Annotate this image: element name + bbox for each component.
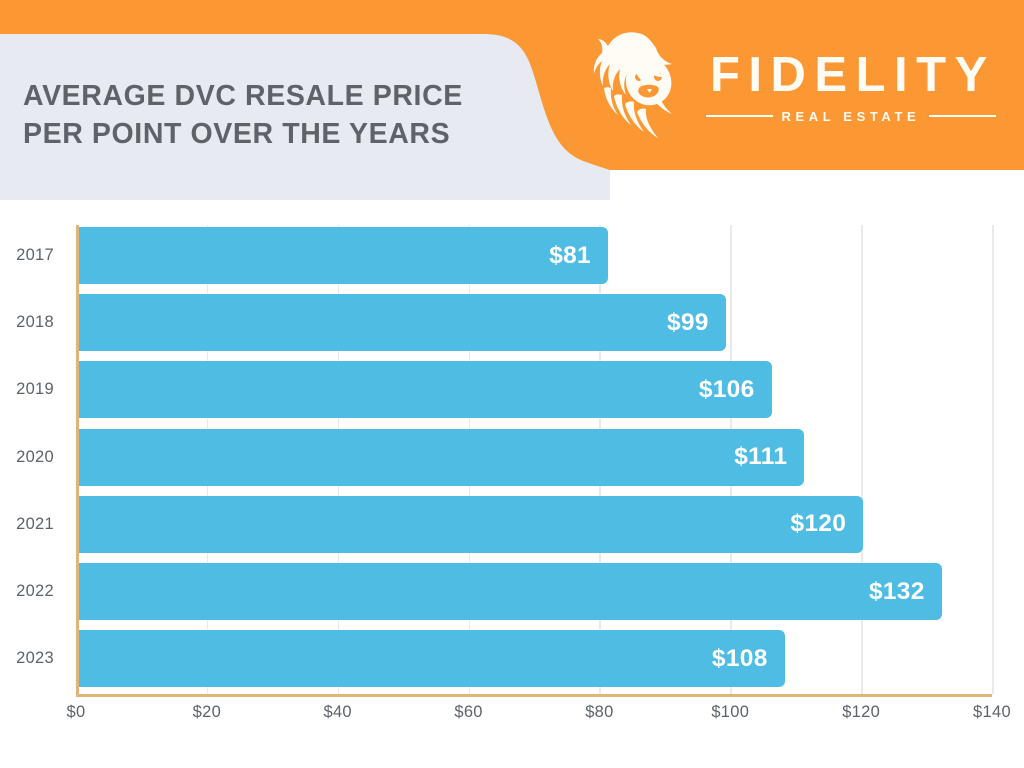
bar[interactable]: $132	[78, 563, 942, 620]
y-axis-label-2023: 2023	[16, 649, 54, 668]
bar[interactable]: $99	[78, 294, 726, 352]
bar-row: $106	[78, 361, 772, 419]
bar[interactable]: $81	[78, 227, 608, 284]
bar[interactable]: $111	[78, 428, 805, 486]
bar-value-label: $81	[549, 241, 591, 269]
bar-value-label: $99	[666, 308, 709, 336]
bar-chart-plot-area: $81 $99 $106 $111 $120 $132 $108	[76, 225, 994, 697]
y-axis-tick-labels: 2017 2018 2019 2020 2021 2022 2023	[0, 225, 68, 694]
bar[interactable]: $108	[78, 630, 785, 688]
bar-series: $81 $99 $106 $111 $120 $132 $108	[78, 225, 992, 694]
bar-row: $132	[78, 563, 942, 620]
y-axis-label-2021: 2021	[16, 514, 54, 533]
bar-row: $99	[78, 294, 726, 352]
bar-row: $108	[78, 630, 785, 688]
y-axis-label-2020: 2020	[16, 447, 54, 466]
bar[interactable]: $106	[78, 361, 772, 419]
x-axis-tick-labels: $0 $20 $40 $60 $80 $100 $120 $140	[0, 703, 1024, 733]
header-band: AVERAGE DVC RESALE PRICE PER POINT OVER …	[0, 0, 1024, 200]
bar-value-label: $111	[734, 443, 788, 471]
logo-name: FIDELITY	[710, 47, 996, 102]
y-axis-line	[76, 225, 79, 696]
bar-value-label: $108	[711, 644, 768, 672]
y-axis-label-2022: 2022	[16, 582, 54, 600]
y-axis-label-2017: 2017	[16, 246, 54, 264]
logo-wordmark: FIDELITY REAL ESTATE	[702, 47, 996, 124]
bar[interactable]: $120	[78, 495, 864, 553]
x-axis-line	[76, 694, 992, 697]
x-axis-label-6: $120	[842, 703, 881, 721]
gridline	[861, 225, 863, 694]
x-axis-label-0: $0	[66, 703, 86, 721]
x-axis-label-7: $140	[973, 703, 1011, 721]
logo-rule-right	[929, 115, 996, 117]
bar-value-label: $132	[868, 577, 925, 605]
page-title: AVERAGE DVC RESALE PRICE PER POINT OVER …	[23, 80, 463, 150]
bar-row: $111	[78, 428, 805, 486]
x-axis-label-1: $20	[192, 703, 222, 721]
x-axis-label-4: $80	[585, 703, 614, 721]
y-axis-label-2018: 2018	[16, 313, 54, 332]
logo-subtitle-row: REAL ESTATE	[702, 109, 996, 124]
lion-head-icon	[593, 32, 672, 138]
bar-value-label: $120	[790, 510, 847, 538]
x-axis-label-2: $40	[323, 703, 352, 721]
y-axis-label-2019: 2019	[16, 380, 54, 399]
x-axis-label-5: $100	[711, 703, 750, 721]
bar-row: $120	[78, 495, 864, 553]
logo-rule-left	[706, 115, 773, 117]
header-title-panel	[0, 34, 610, 200]
logo-subtitle: REAL ESTATE	[781, 108, 921, 124]
chart-card: $81 $99 $106 $111 $120 $132 $108	[16, 203, 1008, 742]
bar-row: $81	[78, 227, 608, 284]
gridline	[992, 225, 994, 694]
brand-logo: FIDELITY REAL ESTATE	[592, 26, 996, 148]
bar-value-label: $106	[698, 375, 755, 403]
x-axis-label-3: $60	[454, 703, 483, 721]
